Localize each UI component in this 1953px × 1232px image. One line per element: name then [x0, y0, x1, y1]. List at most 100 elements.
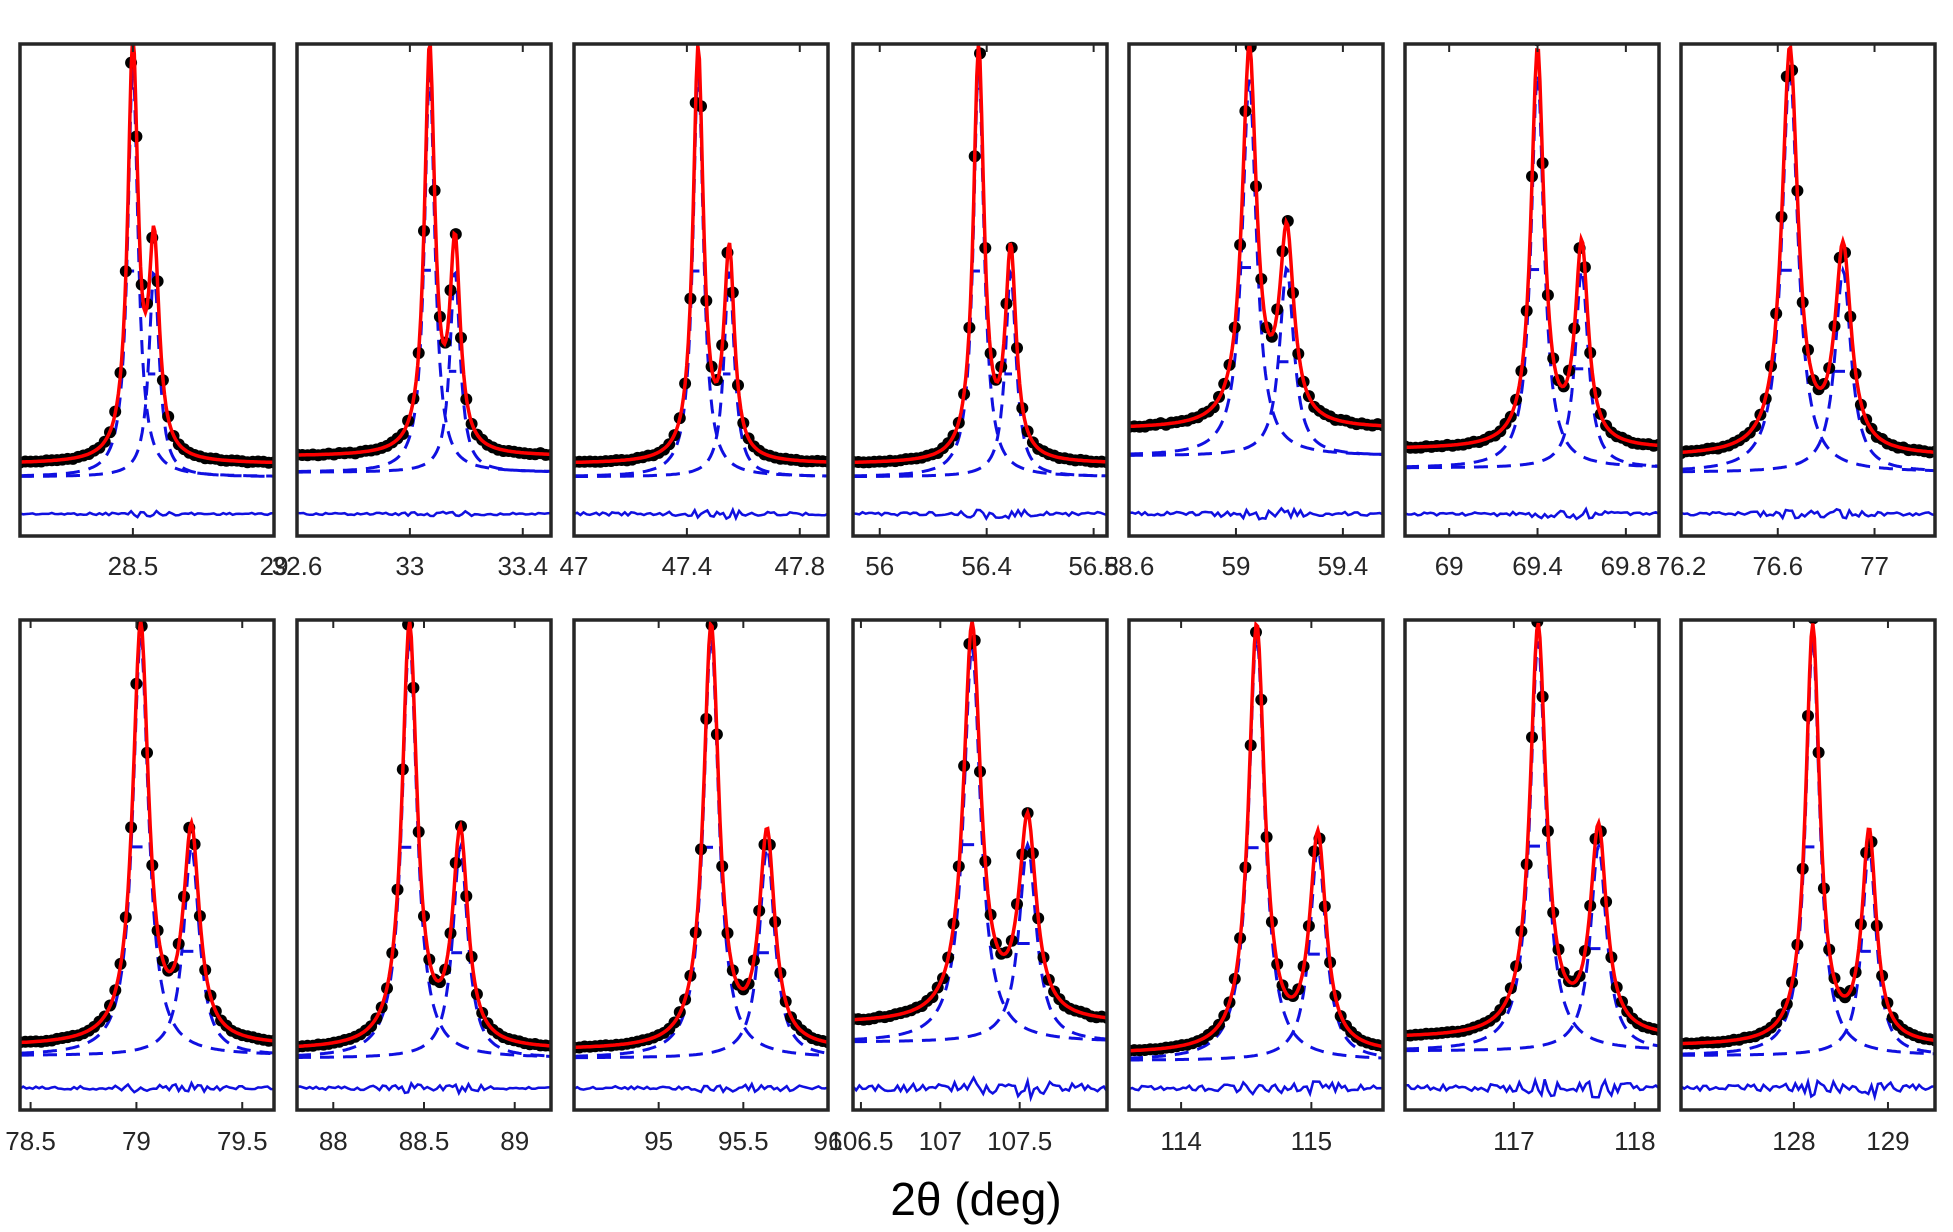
- panel-10: 95 95.5 96: [572, 618, 843, 1156]
- panel-12: 114 115: [1127, 618, 1385, 1156]
- panel-plot-area: [853, 44, 1107, 522]
- x-tick-label: 79: [122, 1126, 151, 1156]
- component-curve-1: [1129, 632, 1383, 1060]
- x-tick-label: 128: [1772, 1126, 1815, 1156]
- panel-6: 69 69.4 69.8: [1403, 42, 1661, 581]
- x-tick-label: 95: [644, 1126, 673, 1156]
- panel-plot-area: [1681, 620, 1935, 1102]
- difference-curve: [20, 509, 274, 519]
- data-point: [423, 27, 435, 39]
- panel-3: 47 47.4 47.8: [560, 42, 830, 581]
- x-tick-label: 29: [260, 551, 289, 581]
- x-tick-label: 77: [1860, 551, 1889, 581]
- panel-7: 76.2 76.6 77: [1656, 42, 1937, 581]
- x-tick-label: 96: [814, 1126, 843, 1156]
- component-curve-1: [853, 646, 1107, 1042]
- component-curve-1: [20, 65, 274, 478]
- x-tick-label: 76.2: [1656, 551, 1707, 581]
- panel-11: 106.5 107 107.5: [828, 618, 1109, 1156]
- component-curve-1: [853, 65, 1107, 478]
- panel-4: 56 56.4 56.8: [851, 42, 1119, 581]
- component-curve-2: [20, 270, 274, 478]
- x-tick-label: 59.4: [1318, 551, 1369, 581]
- difference-curve: [1681, 1076, 1935, 1102]
- fit-curve: [1405, 48, 1659, 450]
- component-curve-2: [1129, 265, 1383, 457]
- fit-curve: [1129, 44, 1383, 429]
- x-tick-label: 33: [395, 551, 424, 581]
- x-tick-label: 115: [1291, 1126, 1332, 1156]
- x-tick-label: 118: [1614, 1126, 1655, 1156]
- panel-frame: [1679, 42, 1937, 538]
- x-tick-label: 129: [1866, 1126, 1909, 1156]
- x-tick-label: 69.8: [1601, 551, 1652, 581]
- x-tick-label: 58.6: [1104, 551, 1155, 581]
- fit-curve: [20, 620, 274, 1045]
- x-tick-label: 69.4: [1512, 551, 1563, 581]
- panel-frame: [1127, 42, 1385, 538]
- component-curve-2: [574, 271, 828, 478]
- x-tick-label: 56: [865, 551, 894, 581]
- x-tick-label: 95.5: [718, 1126, 769, 1156]
- fit-curve: [1681, 623, 1935, 1046]
- panel-8: 78.5 79 79.5: [5, 618, 276, 1156]
- x-tick-label: 47: [560, 551, 589, 581]
- difference-curve: [574, 1081, 828, 1094]
- component-curve-2: [1681, 265, 1935, 474]
- difference-curve: [1681, 507, 1935, 521]
- component-curve-2: [20, 841, 274, 1057]
- fit-curve: [297, 44, 551, 457]
- component-curve-2: [297, 841, 551, 1059]
- panel-14: 128 129: [1679, 618, 1937, 1156]
- fit-curve: [853, 621, 1107, 1022]
- component-curve-2: [297, 269, 551, 474]
- panel-plot-area: [574, 620, 828, 1094]
- x-tick-label: 33.4: [497, 551, 548, 581]
- panel-5: 58.6 59 59.4: [1104, 42, 1385, 581]
- component-curve-1: [297, 67, 551, 473]
- fit-curve: [1129, 620, 1383, 1053]
- component-curve-1: [1681, 66, 1935, 473]
- component-curve-2: [1405, 841, 1659, 1053]
- component-curve-2: [1681, 846, 1935, 1057]
- x-axis-title: 2θ (deg): [890, 1173, 1061, 1225]
- panel-plot-area: [853, 621, 1107, 1103]
- panel-frame: [1403, 618, 1661, 1112]
- x-tick-label: 69: [1435, 551, 1464, 581]
- fit-curve: [297, 621, 551, 1049]
- difference-curve: [1129, 1080, 1383, 1098]
- panel-plot-area: [297, 620, 551, 1097]
- panel-frame: [18, 42, 276, 538]
- x-tick-label: 59: [1221, 551, 1250, 581]
- panel-plot-area: [1405, 44, 1659, 521]
- panel-frame: [18, 618, 276, 1112]
- x-tick-label: 106.5: [828, 1126, 893, 1156]
- panel-frame: [851, 42, 1109, 538]
- fit-curve: [1405, 622, 1659, 1038]
- panel-2: 32.6 33 33.4: [272, 27, 553, 581]
- x-tick-label: 47.8: [774, 551, 825, 581]
- component-curve-2: [853, 266, 1107, 478]
- component-curve-1: [297, 636, 551, 1058]
- panel-plot-area: [1129, 620, 1383, 1098]
- difference-curve: [853, 507, 1107, 522]
- x-tick-label: 78.5: [5, 1126, 56, 1156]
- difference-curve: [1405, 506, 1659, 521]
- panel-9: 88 88.5 89: [295, 618, 553, 1156]
- panel-plot-area: [1681, 44, 1935, 521]
- difference-curve: [1129, 506, 1383, 521]
- x-tick-label: 114: [1160, 1126, 1201, 1156]
- x-tick-label: 56.4: [961, 551, 1012, 581]
- fit-curve: [1681, 44, 1935, 455]
- panel-frame: [1403, 42, 1661, 538]
- x-tick-label: 89: [500, 1126, 529, 1156]
- fit-curve: [574, 45, 828, 465]
- x-tick-label: 117: [1493, 1126, 1534, 1156]
- panel-frame: [1679, 618, 1937, 1112]
- panel-plot-area: [574, 45, 828, 522]
- x-tick-label: 107.5: [987, 1126, 1052, 1156]
- difference-curve: [574, 506, 828, 522]
- x-tick-label: 88: [319, 1126, 348, 1156]
